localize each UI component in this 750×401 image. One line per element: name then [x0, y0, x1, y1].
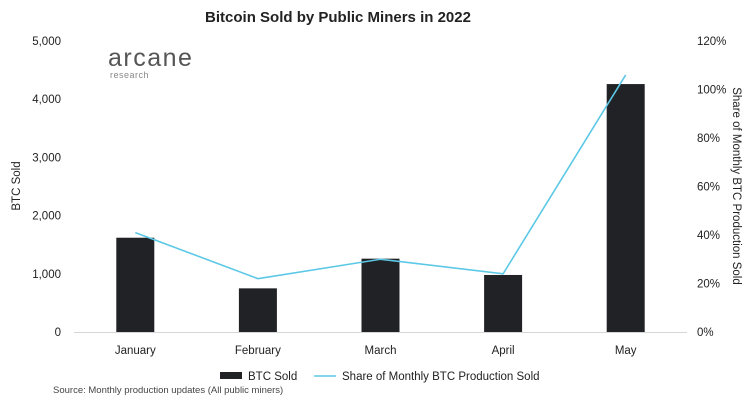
y-tick-label: 0: [55, 327, 61, 339]
y-tick-label: 4,000: [32, 94, 61, 106]
legend-swatch-bar: [220, 372, 242, 379]
y-tick-label: 2,000: [32, 211, 61, 223]
bar: [116, 237, 155, 332]
logo-wordmark: arcane: [108, 44, 193, 72]
y2-tick-label: 40%: [697, 230, 720, 242]
legend-label-bar: BTC Sold: [248, 371, 297, 383]
y2-tick-label: 100%: [697, 85, 726, 97]
y-axis-right: 0% 20% 40% 60% 80% 100% 120%: [697, 36, 726, 339]
legend: BTC Sold Share of Monthly BTC Production…: [220, 371, 540, 383]
x-axis: January February March April May: [115, 345, 637, 357]
y2-tick-label: 80%: [697, 133, 720, 145]
x-tick-label: February: [235, 345, 281, 357]
y-tick-label: 5,000: [32, 36, 61, 48]
y2-tick-label: 20%: [697, 279, 720, 291]
chart-title: Bitcoin Sold by Public Miners in 2022: [205, 9, 471, 26]
x-tick-label: May: [615, 345, 637, 357]
logo-subtext: research: [110, 70, 149, 80]
y-tick-label: 3,000: [32, 152, 61, 164]
x-tick-label: March: [365, 345, 397, 357]
y2-tick-label: 0%: [697, 327, 714, 339]
y-axis-label: BTC Sold: [11, 161, 23, 210]
y-tick-label: 1,000: [32, 269, 61, 281]
logo: arcane research: [108, 44, 193, 80]
series-line: [135, 74, 627, 280]
source-note: Source: Monthly production updates (All …: [53, 385, 283, 396]
y-axis-left: 0 1,000 2,000 3,000 4,000 5,000: [32, 36, 61, 339]
bar-series: [116, 84, 645, 333]
y2-tick-label: 60%: [697, 182, 720, 194]
x-tick-label: January: [115, 345, 156, 357]
x-tick-label: April: [492, 345, 515, 357]
y2-axis-label: Share of Monthly BTC Production Sold: [730, 87, 742, 285]
legend-label-line: Share of Monthly BTC Production Sold: [342, 371, 540, 383]
line-series: [135, 74, 627, 280]
bar: [606, 84, 645, 333]
y2-tick-label: 120%: [697, 36, 726, 48]
bar: [361, 258, 400, 332]
bar: [484, 274, 523, 332]
bar: [238, 288, 277, 332]
